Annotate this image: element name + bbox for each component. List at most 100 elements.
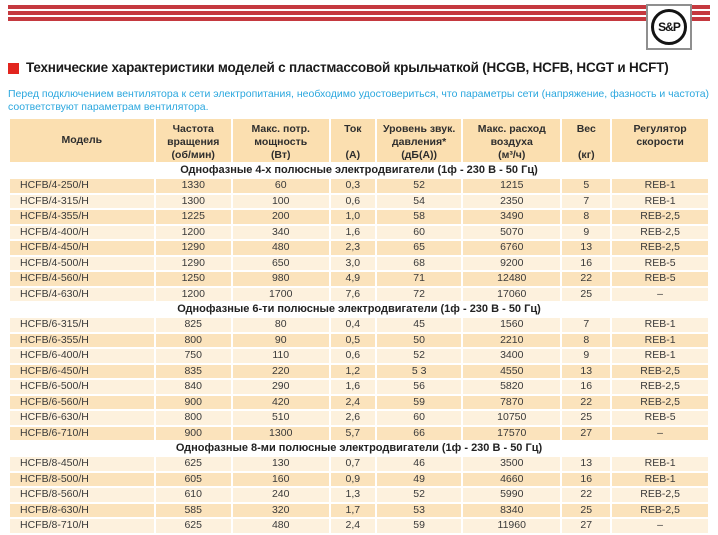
table-row: HCFB/4-355/H 1225 200 1,0 58 3490 8 REB-2,5 <box>10 210 708 224</box>
value-cell-speed: 800 <box>155 411 231 425</box>
value-cell-speed: 800 <box>155 333 231 347</box>
value-cell-noise: 52 <box>377 488 462 502</box>
table-row: HCFB/4-400/H 1200 340 1,6 60 5070 9 REB-2,5 <box>10 225 708 239</box>
value-cell-power: 480 <box>232 519 329 533</box>
spec-table-wrap: Модель Частота вращения (об/мин) Макс. потр.… <box>8 117 710 535</box>
value-cell-regulator: REB-5 <box>612 272 708 286</box>
value-cell-current: 1,7 <box>330 503 376 517</box>
sp-logo: S&P <box>646 4 692 50</box>
value-cell-speed: 825 <box>155 318 231 332</box>
value-cell-power: 480 <box>232 241 329 255</box>
model-cell: HCFB/4-355/H <box>10 210 154 224</box>
header-row: Модель Частота вращения (об/мин) Макс. потр.… <box>10 119 708 162</box>
value-cell-noise: 66 <box>377 426 462 440</box>
model-cell: HCFB/4-630/H <box>10 287 154 301</box>
brand-stripe <box>8 11 710 15</box>
page-top-band: S&P <box>0 0 718 54</box>
value-cell-noise: 50 <box>377 333 462 347</box>
model-cell: HCFB/4-400/H <box>10 225 154 239</box>
motor-section-title: Однофазные 6-ти полюсные электродвигател… <box>10 303 708 316</box>
value-cell-weight: 27 <box>562 426 611 440</box>
value-cell-weight: 13 <box>562 364 611 378</box>
value-cell-noise: 60 <box>377 225 462 239</box>
value-cell-regulator: REB-1 <box>612 333 708 347</box>
value-cell-weight: 25 <box>562 287 611 301</box>
column-header-model: Модель <box>10 119 154 162</box>
model-cell: HCFB/4-250/H <box>10 179 154 193</box>
value-cell-current: 0,9 <box>330 472 376 486</box>
value-cell-airflow: 5070 <box>463 225 561 239</box>
model-cell: HCFB/4-560/H <box>10 272 154 286</box>
value-cell-noise: 59 <box>377 519 462 533</box>
value-cell-speed: 1225 <box>155 210 231 224</box>
value-cell-weight: 13 <box>562 457 611 471</box>
model-cell: HCFB/6-630/H <box>10 411 154 425</box>
model-cell: HCFB/6-400/H <box>10 349 154 363</box>
motor-section-header: Однофазные 8-ми полюсные электродвигател… <box>10 442 708 455</box>
section-title-row: Технические характеристики моделей с пла… <box>8 60 712 76</box>
value-cell-noise: 49 <box>377 472 462 486</box>
column-header-weight: Вес (кг) <box>562 119 611 162</box>
value-cell-current: 2,4 <box>330 395 376 409</box>
value-cell-current: 0,6 <box>330 349 376 363</box>
value-cell-power: 1700 <box>232 287 329 301</box>
value-cell-weight: 16 <box>562 472 611 486</box>
value-cell-power: 650 <box>232 256 329 270</box>
value-cell-speed: 605 <box>155 472 231 486</box>
value-cell-regulator: – <box>612 519 708 533</box>
value-cell-speed: 840 <box>155 380 231 394</box>
value-cell-power: 100 <box>232 194 329 208</box>
value-cell-speed: 1200 <box>155 287 231 301</box>
value-cell-airflow: 4550 <box>463 364 561 378</box>
value-cell-noise: 58 <box>377 210 462 224</box>
brand-stripe <box>8 5 710 9</box>
model-cell: HCFB/8-710/H <box>10 519 154 533</box>
value-cell-weight: 5 <box>562 179 611 193</box>
model-cell: HCFB/8-500/H <box>10 472 154 486</box>
value-cell-airflow: 3500 <box>463 457 561 471</box>
value-cell-current: 5,7 <box>330 426 376 440</box>
value-cell-speed: 625 <box>155 457 231 471</box>
value-cell-airflow: 10750 <box>463 411 561 425</box>
sp-logo-text: S&P <box>658 20 681 34</box>
table-row: HCFB/6-450/H 835 220 1,2 5 3 4550 13 REB-2,5 <box>10 364 708 378</box>
value-cell-airflow: 12480 <box>463 272 561 286</box>
table-row: HCFB/6-560/H 900 420 2,4 59 7870 22 REB-2,5 <box>10 395 708 409</box>
value-cell-weight: 25 <box>562 411 611 425</box>
spec-table-head: Модель Частота вращения (об/мин) Макс. потр.… <box>10 119 708 162</box>
value-cell-current: 1,3 <box>330 488 376 502</box>
column-header-power: Макс. потр. мощность (Вт) <box>232 119 329 162</box>
column-header-noise: Уровень звук. давления* (дБ(А)) <box>377 119 462 162</box>
value-cell-regulator: REB-5 <box>612 256 708 270</box>
value-cell-power: 160 <box>232 472 329 486</box>
table-row: HCFB/4-250/H 1330 60 0,3 52 1215 5 REB-1 <box>10 179 708 193</box>
value-cell-weight: 16 <box>562 380 611 394</box>
table-row: HCFB/4-500/H 1290 650 3,0 68 9200 16 REB-5 <box>10 256 708 270</box>
motor-section-title: Однофазные 4-х полюсные электродвигатели… <box>10 164 708 177</box>
value-cell-regulator: REB-1 <box>612 194 708 208</box>
column-header-regulator: Регулятор скорости <box>612 119 708 162</box>
value-cell-noise: 52 <box>377 179 462 193</box>
value-cell-weight: 22 <box>562 272 611 286</box>
value-cell-regulator: REB-2,5 <box>612 225 708 239</box>
value-cell-current: 0,4 <box>330 318 376 332</box>
value-cell-speed: 835 <box>155 364 231 378</box>
table-row: HCFB/6-500/H 840 290 1,6 56 5820 16 REB-2,5 <box>10 380 708 394</box>
value-cell-airflow: 8340 <box>463 503 561 517</box>
value-cell-power: 240 <box>232 488 329 502</box>
value-cell-power: 980 <box>232 272 329 286</box>
value-cell-current: 1,6 <box>330 380 376 394</box>
value-cell-regulator: REB-2,5 <box>612 488 708 502</box>
model-cell: HCFB/6-500/H <box>10 380 154 394</box>
value-cell-power: 290 <box>232 380 329 394</box>
table-row: HCFB/4-315/H 1300 100 0,6 54 2350 7 REB-1 <box>10 194 708 208</box>
value-cell-airflow: 1560 <box>463 318 561 332</box>
value-cell-regulator: REB-2,5 <box>612 503 708 517</box>
model-cell: HCFB/8-560/H <box>10 488 154 502</box>
value-cell-current: 2,6 <box>330 411 376 425</box>
value-cell-current: 3,0 <box>330 256 376 270</box>
page-title: Технические характеристики моделей с пла… <box>26 60 669 75</box>
value-cell-noise: 54 <box>377 194 462 208</box>
value-cell-speed: 1330 <box>155 179 231 193</box>
